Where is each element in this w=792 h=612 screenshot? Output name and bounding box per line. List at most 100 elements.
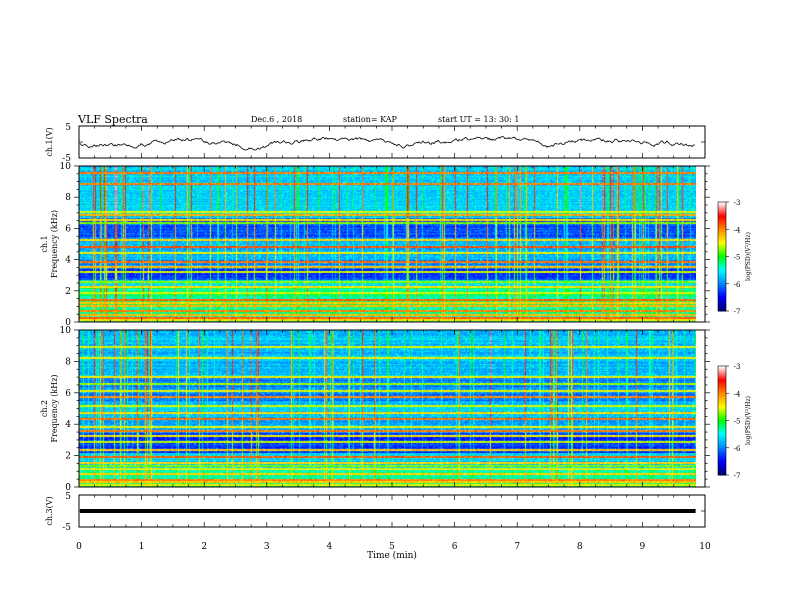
- ch1-spectrogram-colorbar-segment: [718, 283, 726, 286]
- ch1-spectrogram-colorbar-segment: [718, 241, 726, 244]
- ch2-spectrogram-colorbar-segment: [718, 430, 726, 432]
- ch1-spectrogram-colorbar-segment: [718, 237, 726, 240]
- ch1-spectrogram-colorbar-segment: [718, 226, 726, 229]
- ch2-spectrogram-colorbar-segment: [718, 375, 726, 378]
- ch2-spectrogram-colorbar-segment: [718, 374, 726, 377]
- ch2-spectrogram-ylabel-frequency: Frequency (kHz): [50, 374, 59, 442]
- ch2-spectrogram-colorbar-segment: [718, 415, 726, 417]
- header-station: station= KAP: [343, 115, 397, 124]
- ch1-spectrogram-colorbar-segment: [718, 208, 726, 211]
- ch1-waveform-ytick-label: 5: [65, 123, 71, 133]
- x-tick-label: 4: [327, 542, 333, 552]
- ch1-spectrogram-colorbar-segment: [718, 236, 726, 238]
- ch1-spectrogram-colorbar-segment: [718, 223, 726, 226]
- ch1-spectrogram-colorbar-segment: [718, 298, 726, 301]
- ch2-spectrogram-colorbar-segment: [718, 402, 726, 405]
- ch2-spectrogram-ytick-label: 6: [65, 389, 71, 399]
- ch1-spectrogram-colorbar-segment: [718, 214, 726, 217]
- ch1-spectrogram-colorbar-segment: [718, 219, 726, 222]
- ch2-spectrogram-colorbar-segment: [718, 470, 726, 473]
- ch2-spectrogram-colorbar-segment: [718, 383, 726, 386]
- ch2-spectrogram-colorbar-tick-label: -5: [734, 418, 741, 426]
- ch2-spectrogram-colorbar-label: log(PSD)(V²/Hz): [745, 396, 752, 445]
- ch2-spectrogram-colorbar-segment: [718, 419, 726, 421]
- ch1-spectrogram-colorbar-segment: [718, 286, 726, 289]
- ch2-spectrogram-colorbar-segment: [718, 439, 726, 442]
- ch1-spectrogram-colorbar-tick-label: -5: [734, 254, 741, 262]
- ch2-spectrogram-ytick-label: 2: [65, 452, 71, 462]
- ch1-spectrogram-colorbar-segment: [718, 255, 726, 257]
- ch2-spectrogram-colorbar-segment: [718, 410, 726, 413]
- ch2-spectrogram-colorbar-segment: [718, 464, 726, 466]
- ch1-spectrogram-colorbar-segment: [718, 267, 726, 270]
- ch2-spectrogram-colorbar-segment: [718, 401, 726, 404]
- ch1-spectrogram-colorbar-segment: [718, 294, 726, 297]
- ch1-spectrogram-colorbar-segment: [718, 302, 726, 305]
- ch1-spectrogram-colorbar-segment: [718, 278, 726, 281]
- ch2-spectrogram-colorbar-segment: [718, 368, 726, 371]
- ch1-spectrogram-colorbar-segment: [718, 264, 726, 267]
- ch1-spectrogram-colorbar-tick-label: -4: [734, 226, 741, 234]
- ch1-spectrogram-colorbar-segment: [718, 261, 726, 264]
- x-tick-label: 3: [264, 542, 270, 552]
- ch2-spectrogram-colorbar-tick-label: -6: [734, 445, 741, 453]
- ch1-spectrogram-colorbar-segment: [718, 234, 726, 237]
- ch1-spectrogram-colorbar-segment: [718, 233, 726, 236]
- ch1-spectrogram-colorbar-segment: [718, 268, 726, 271]
- ch2-spectrogram-colorbar-segment: [718, 449, 726, 451]
- ch1-spectrogram-colorbar-segment: [718, 291, 726, 294]
- ch2-spectrogram-colorbar-segment: [718, 366, 726, 368]
- ch2-spectrogram-colorbar-segment: [718, 466, 726, 469]
- ch2-spectrogram-colorbar-segment: [718, 386, 726, 389]
- ch3-waveform-ytick-label: 5: [65, 492, 71, 502]
- ch2-spectrogram-colorbar-segment: [718, 391, 726, 394]
- ch2-spectrogram-colorbar-segment: [718, 455, 726, 458]
- x-tick-label: 6: [452, 542, 458, 552]
- ch2-spectrogram-colorbar-segment: [718, 469, 726, 472]
- ch1-spectrogram-colorbar-segment: [718, 256, 726, 259]
- header-date: Dec.6 , 2018: [251, 115, 303, 124]
- ch2-spectrogram-colorbar-segment: [718, 446, 726, 449]
- x-tick-label: 9: [640, 542, 646, 552]
- ch2-spectrogram-colorbar-segment: [718, 443, 726, 446]
- ch1-spectrogram-ylabel-channel: ch.1: [40, 235, 49, 252]
- ch2-spectrogram-colorbar-segment: [718, 454, 726, 457]
- x-tick-label: 0: [76, 542, 82, 552]
- ch2-spectrogram-colorbar-segment: [718, 424, 726, 427]
- ch1-spectrogram-colorbar-segment: [718, 287, 726, 290]
- x-tick-label: 10: [699, 542, 711, 552]
- ch1-spectrogram-colorbar-segment: [718, 259, 726, 262]
- ch2-spectrogram-colorbar-segment: [718, 442, 726, 445]
- ch1-spectrogram-image: [79, 166, 696, 322]
- ch1-spectrogram-colorbar-segment: [718, 248, 726, 251]
- ch1-spectrogram-colorbar-segment: [718, 263, 726, 266]
- ch1-spectrogram-colorbar-segment: [718, 252, 726, 255]
- ch2-spectrogram-colorbar-segment: [718, 417, 726, 420]
- x-tick-label: 5: [389, 542, 395, 552]
- ch1-spectrogram-ytick-label: 0: [65, 318, 71, 328]
- ch1-spectrogram-colorbar-segment: [718, 253, 726, 256]
- x-tick-label: 1: [139, 542, 145, 552]
- ch1-spectrogram-colorbar-tick-label: -3: [734, 199, 741, 207]
- ch1-spectrogram-colorbar-segment: [718, 300, 726, 302]
- ch2-spectrogram-colorbar-segment: [718, 370, 726, 372]
- ch2-spectrogram-colorbar-segment: [718, 376, 726, 379]
- ch1-spectrogram-colorbar-segment: [718, 289, 726, 292]
- ch1-spectrogram-colorbar-segment: [718, 207, 726, 210]
- ch2-spectrogram-colorbar-segment: [718, 400, 726, 402]
- ch2-spectrogram-colorbar-segment: [718, 393, 726, 396]
- ch1-spectrogram-colorbar-segment: [718, 276, 726, 279]
- ch3-waveform-ylabel: ch.3(V): [45, 496, 54, 525]
- ch1-waveform-line: [79, 135, 696, 151]
- ch1-spectrogram-colorbar-segment: [718, 229, 726, 232]
- ch1-spectrogram-colorbar-segment: [718, 222, 726, 225]
- header-start-ut: start UT = 13: 30: 1: [438, 115, 520, 124]
- ch2-spectrogram-colorbar-segment: [718, 406, 726, 409]
- ch2-spectrogram-colorbar-segment: [718, 421, 726, 424]
- ch1-spectrogram-colorbar-segment: [718, 221, 726, 223]
- ch1-spectrogram-colorbar-segment: [718, 271, 726, 274]
- ch1-spectrogram-colorbar-segment: [718, 305, 726, 308]
- ch1-spectrogram-colorbar-segment: [718, 230, 726, 233]
- ch2-spectrogram-colorbar-segment: [718, 390, 726, 393]
